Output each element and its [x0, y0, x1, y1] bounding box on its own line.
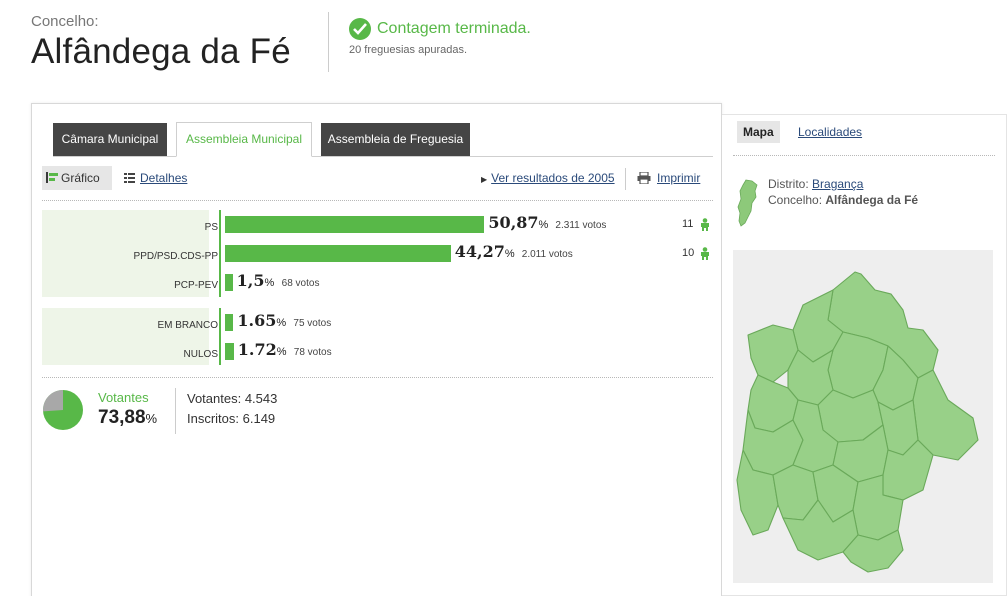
page-title: Alfândega da Fé — [31, 32, 291, 71]
distrito-label: Distrito: — [768, 177, 809, 191]
votes-ppd-psd-cds-pp: 2.011 votos — [521, 249, 573, 260]
turnout-pie-chart — [43, 390, 83, 430]
tab-assembleia-municipal[interactable]: Assembleia Municipal — [176, 122, 312, 157]
election-tabs: Câmara Municipal Assembleia Municipal As… — [53, 122, 713, 157]
tab-localidades[interactable]: Localidades — [798, 125, 863, 139]
party-name-ps: PS — [204, 222, 218, 233]
seats-ps: 11 — [682, 218, 694, 230]
pct-nulos: 1.72% — [237, 340, 287, 359]
map-panel: Mapa Localidades Distrito: Bragança Conc… — [722, 114, 1007, 596]
freguesia-shape — [842, 529, 904, 573]
turnout-divider — [175, 388, 176, 434]
votes-pcp-pev: 68 votos — [281, 278, 320, 289]
results-panel: Câmara Municipal Assembleia Municipal As… — [31, 103, 722, 596]
divider — [42, 200, 713, 201]
pct-ppd-psd-cds-pp: 44,27% — [454, 242, 515, 261]
header-label: Concelho: — [31, 13, 99, 30]
header-divider — [328, 12, 329, 72]
votes-ps: 2.311 votos — [555, 220, 607, 231]
concelho-line: Concelho: Alfândega da Fé — [768, 193, 918, 207]
person-icon — [701, 218, 709, 231]
municipality-map[interactable] — [733, 250, 993, 583]
tab-camara-municipal[interactable]: Câmara Municipal — [53, 123, 167, 156]
party-name-ppd-psd-cds-pp: PPD/PSD.CDS-PP — [133, 251, 218, 262]
party-name-pcp-pev: PCP-PEV — [174, 280, 218, 291]
distrito-line: Distrito: Bragança — [768, 177, 863, 191]
results-toolbar: Gráfico Detalhes ▶ Ver resultados de 2005… — [42, 166, 713, 192]
detalhes-label: Detalhes — [140, 171, 188, 185]
turnout-percentage: 73,88% — [98, 407, 158, 428]
distrito-link[interactable]: Bragança — [812, 177, 864, 191]
arrow-right-icon: ▶ — [481, 175, 488, 184]
freguesias-map — [736, 271, 979, 573]
seats-ppd-psd-cds-pp: 10 — [682, 247, 695, 259]
label-em-branco: EM BRANCO — [157, 320, 218, 331]
tab-mapa[interactable]: Mapa — [737, 121, 780, 143]
pct-ps: 50,87% — [488, 213, 549, 232]
votes-em-branco: 75 votos — [293, 318, 332, 329]
other-labels-bg — [42, 308, 209, 365]
chart-icon — [46, 172, 58, 183]
freguesia-shape — [736, 449, 779, 536]
person-icon — [701, 247, 709, 260]
concelho-label: Concelho: — [768, 193, 823, 207]
bar-nulos — [225, 343, 234, 360]
imprimir-button[interactable]: Imprimir — [637, 166, 713, 190]
printer-icon — [637, 171, 651, 185]
toolbar-separator — [625, 168, 626, 190]
divider — [42, 377, 713, 378]
divider — [733, 155, 995, 156]
detalhes-button[interactable]: Detalhes — [124, 166, 204, 190]
freguesia-shape — [782, 499, 859, 561]
bar-em-branco — [225, 314, 234, 331]
grafico-button[interactable]: Gráfico — [42, 166, 112, 190]
bar-ppd-psd-cds-pp — [225, 245, 451, 262]
votes-nulos: 78 votos — [293, 347, 332, 358]
ver-resultados-label: Ver resultados de 2005 — [491, 171, 615, 185]
check-circle-icon — [349, 18, 371, 40]
pct-pcp-pev: 1,5% — [236, 271, 275, 290]
imprimir-label: Imprimir — [657, 171, 701, 185]
votantes-count: Votantes: 4.543 — [187, 391, 278, 406]
list-icon — [124, 173, 135, 183]
status-subtitle: 20 freguesias apuradas. — [349, 44, 468, 56]
ver-resultados-link[interactable]: ▶ Ver resultados de 2005 — [481, 166, 631, 190]
status-title: Contagem terminada. — [377, 20, 531, 37]
pct-em-branco: 1.65% — [237, 311, 287, 330]
votantes-label: Votantes — [98, 390, 149, 405]
label-nulos: NULOS — [183, 349, 218, 360]
inscritos-count: Inscritos: 6.149 — [187, 411, 276, 426]
axis-line — [219, 210, 221, 297]
party-labels-bg — [42, 210, 209, 297]
bar-pcp-pev — [225, 274, 233, 291]
concelho-value: Alfândega da Fé — [825, 193, 919, 207]
axis-line — [219, 308, 221, 365]
tab-assembleia-freguesia[interactable]: Assembleia de Freguesia — [321, 123, 470, 156]
bar-ps — [225, 216, 485, 233]
grafico-label: Gráfico — [61, 171, 100, 185]
district-map-icon — [737, 179, 758, 227]
